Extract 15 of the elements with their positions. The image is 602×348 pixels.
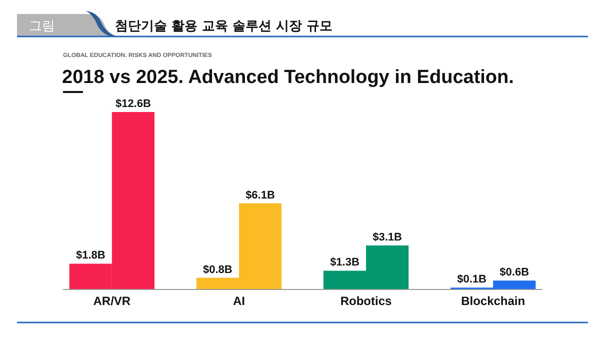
text: 그림	[29, 19, 55, 34]
x-tick-label: AI	[232, 294, 245, 308]
data-label: $6.1B	[246, 189, 275, 202]
data-label: $1.3B	[330, 256, 360, 269]
data-label: $1.8B	[76, 250, 106, 262]
chart-subtitle: 2018 vs 2025. Advanced Technology in Education.	[62, 67, 514, 88]
data-label: $0.6B	[500, 266, 530, 279]
data-label: $0.8B	[203, 264, 232, 276]
chart-title: 첨단기술 활용 교육 솔루션 시장 규모	[115, 19, 333, 34]
x-tick-label: Robotics	[340, 294, 392, 308]
data-label: $3.1B	[372, 231, 402, 244]
data-label: $12.6B	[115, 98, 151, 110]
x-tick-label: Blockchain	[461, 294, 526, 308]
x-tick-label: AR/VR	[93, 294, 131, 308]
data-label: $0.1B	[457, 274, 487, 286]
